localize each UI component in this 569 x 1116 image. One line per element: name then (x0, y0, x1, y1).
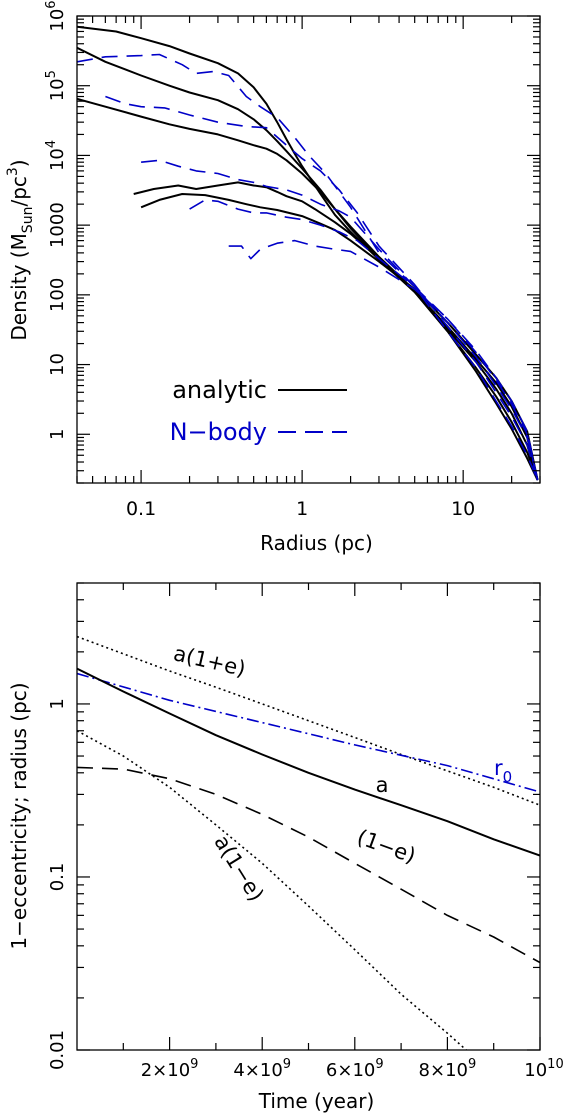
y-tick-label: 0.01 (47, 1030, 68, 1070)
y-axis-label: 1−eccentricity; radius (pc) (7, 682, 31, 949)
y-tick-label: 100 (47, 278, 68, 312)
y-tick-label: 106 (44, 0, 68, 31)
y-tick-label: 105 (44, 70, 68, 101)
a-one-minus-e-curve (77, 729, 468, 1050)
series-label-one-minus-e-curve: (1−e) (354, 825, 419, 868)
analytic-curve-1 (77, 46, 539, 481)
legend-label-analytic: analytic (172, 376, 267, 404)
x-tick-label: 10 (451, 498, 475, 520)
x-axis-label: Radius (pc) (260, 531, 373, 555)
x-tick-label: 6×109 (326, 1057, 384, 1081)
nbody-curve-8 (189, 199, 539, 481)
x-tick-label: 4×109 (233, 1057, 291, 1081)
legend-label-nbody: N−body (170, 418, 267, 446)
series-label-a-one-plus-e-curve: a(1+e) (171, 641, 248, 681)
series-label-r0: r0 (494, 756, 512, 786)
density-chart: 0.1 1 10 1 10 100 1000 104 105 106 Radius (pc) Dens… (5, 0, 541, 555)
curves (77, 25, 539, 481)
analytic-curve-4 (140, 193, 539, 481)
a-one-plus-e-curve (77, 635, 540, 806)
x-tick-label: 0.1 (126, 498, 156, 520)
plot-frame (76, 15, 541, 484)
x-tick-label: 1010 (524, 1057, 563, 1081)
legend: analytic N−body (170, 376, 347, 446)
a-curve (77, 667, 540, 857)
series-label-a-one-minus-e-curve: a(1−e) (209, 831, 268, 906)
nbody-curve-5 (77, 53, 539, 481)
one-minus-e-curve (77, 766, 540, 964)
y-tick-label: 1 (47, 698, 68, 709)
x-tick-label: 2×109 (141, 1057, 199, 1081)
x-tick-label: 8×109 (419, 1057, 477, 1081)
r0-curve (77, 672, 540, 793)
orbit-chart: 2×109 4×109 6×109 8×109 1010 0.01 0.1 1 Time (ye… (7, 582, 564, 1113)
x-axis-label: Time (year) (258, 1089, 375, 1113)
y-tick-label: 0.1 (47, 863, 68, 892)
y-tick-label: 1000 (47, 202, 68, 248)
analytic-curve-3 (133, 181, 539, 481)
analytic-curve-0 (77, 25, 539, 481)
curves (77, 635, 540, 1050)
plot-frame (76, 582, 541, 1051)
nbody-curve-9 (228, 239, 539, 481)
nbody-curve-7 (141, 159, 539, 481)
y-axis-label: Density (MSun/pc3) (5, 159, 36, 340)
analytic-curve-2 (77, 97, 539, 481)
series-label-a-curve: a (376, 773, 389, 797)
y-tick-label: 10 (47, 353, 68, 376)
x-tick-label: 1 (296, 498, 308, 520)
y-tick-label: 1 (47, 429, 68, 440)
y-tick-label: 104 (44, 140, 68, 171)
nbody-curve-6 (105, 95, 539, 481)
